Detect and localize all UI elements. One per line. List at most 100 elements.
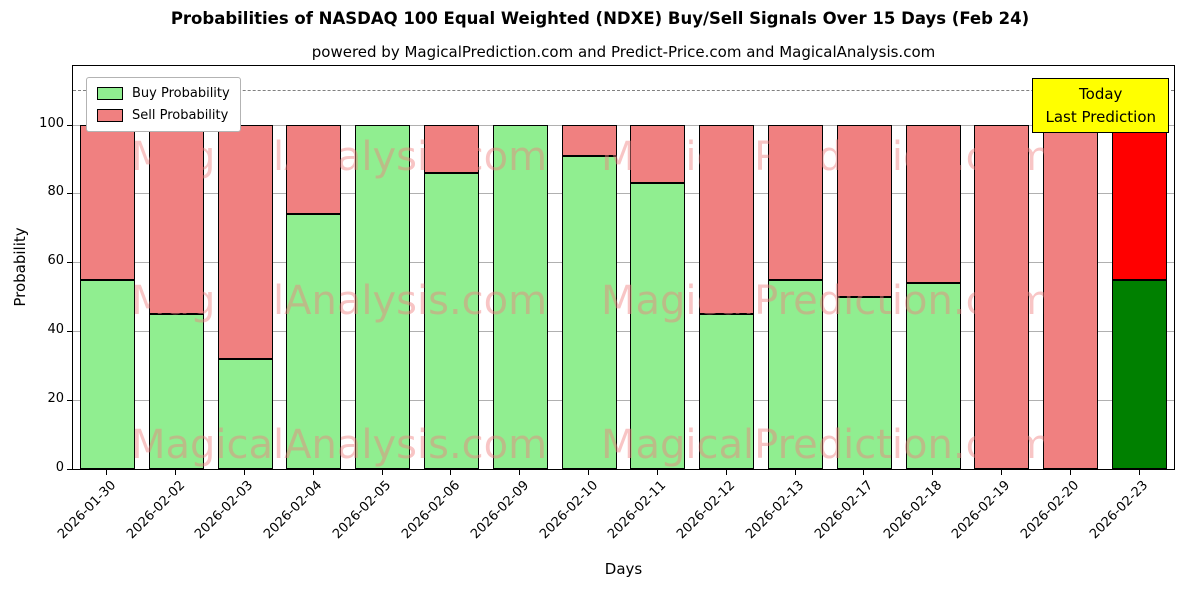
bar-group bbox=[73, 66, 142, 469]
y-tick-mark bbox=[67, 262, 72, 264]
legend-label: Buy Probability bbox=[132, 86, 230, 101]
sell-segment bbox=[1112, 124, 1168, 280]
buy-segment bbox=[79, 279, 135, 469]
stacked-bar bbox=[630, 66, 686, 469]
bar-group bbox=[142, 66, 211, 469]
sell-segment bbox=[630, 124, 686, 184]
buy-segment bbox=[905, 283, 961, 469]
buy-segment bbox=[630, 183, 686, 469]
x-tick-label: 2026-02-05 bbox=[330, 478, 395, 543]
sell-segment bbox=[768, 124, 824, 280]
gridline bbox=[73, 124, 1174, 126]
bar-group bbox=[348, 66, 417, 469]
bar-group bbox=[830, 66, 899, 469]
buy-segment bbox=[492, 124, 548, 469]
x-tick-mark bbox=[519, 470, 521, 475]
x-tick-label: 2026-01-30 bbox=[54, 478, 120, 543]
x-tick-label: 2026-02-18 bbox=[880, 478, 945, 543]
y-tick-label: 100 bbox=[39, 115, 64, 131]
buy-segment bbox=[768, 279, 824, 469]
bar-group bbox=[899, 66, 968, 469]
x-tick-mark bbox=[381, 470, 383, 475]
y-tick-label: 20 bbox=[47, 391, 64, 407]
bar-group bbox=[211, 66, 280, 469]
x-tick-label: 2026-02-17 bbox=[811, 478, 876, 543]
threshold-dashed-line bbox=[73, 90, 1174, 92]
stacked-bar bbox=[79, 66, 135, 469]
chart-title: Probabilities of NASDAQ 100 Equal Weight… bbox=[170, 9, 1030, 28]
gridline bbox=[73, 193, 1174, 195]
bar-group bbox=[279, 66, 348, 469]
sell-segment bbox=[79, 124, 135, 280]
y-tick-label: 60 bbox=[47, 253, 64, 269]
x-tick-label: 2026-02-19 bbox=[949, 478, 1014, 543]
x-tick-mark bbox=[1138, 470, 1140, 475]
stacked-bar bbox=[699, 66, 755, 469]
buy-segment bbox=[1112, 279, 1168, 469]
stacked-bar bbox=[836, 66, 892, 469]
sell-segment bbox=[836, 124, 892, 297]
gridlines bbox=[73, 66, 1174, 469]
y-tick-mark bbox=[67, 124, 72, 126]
y-tick-label: 40 bbox=[47, 322, 64, 338]
bar-group bbox=[1105, 66, 1174, 469]
chart-subtitle: powered by MagicalPrediction.com and Pre… bbox=[311, 43, 936, 61]
x-tick-mark bbox=[656, 470, 658, 475]
legend-patch bbox=[97, 87, 123, 100]
legend-label: Sell Probability bbox=[132, 108, 229, 123]
buy-segment bbox=[148, 314, 204, 469]
x-tick-label: 2026-02-13 bbox=[743, 478, 808, 543]
buy-segment bbox=[286, 214, 342, 469]
bar-group bbox=[692, 66, 761, 469]
x-tick-label: 2026-02-03 bbox=[192, 478, 257, 543]
bar-group bbox=[486, 66, 555, 469]
sell-segment bbox=[423, 124, 479, 173]
gridline bbox=[73, 331, 1174, 333]
x-tick-label: 2026-02-12 bbox=[674, 478, 739, 543]
x-tick-mark bbox=[588, 470, 590, 475]
x-tick-label: 2026-02-04 bbox=[261, 478, 326, 543]
annotation-line1: Today bbox=[1079, 85, 1123, 103]
stacked-bar bbox=[905, 66, 961, 469]
x-tick-mark bbox=[450, 470, 452, 475]
stacked-bar bbox=[561, 66, 617, 469]
annotation-line2: Last Prediction bbox=[1045, 107, 1156, 126]
sell-segment bbox=[1043, 124, 1099, 469]
y-tick-mark bbox=[67, 469, 72, 470]
stacked-bar bbox=[492, 66, 548, 469]
buy-segment bbox=[423, 172, 479, 469]
today-annotation: Today Last Prediction bbox=[1032, 78, 1169, 133]
x-tick-mark bbox=[1069, 470, 1071, 475]
x-tick-label: 2026-02-10 bbox=[536, 478, 601, 543]
stacked-bar bbox=[974, 66, 1030, 469]
gridline bbox=[73, 262, 1174, 264]
x-tick-mark bbox=[794, 470, 796, 475]
x-tick-mark bbox=[725, 470, 727, 475]
buy-segment bbox=[355, 124, 411, 469]
x-tick-mark bbox=[932, 470, 934, 475]
sell-segment bbox=[905, 124, 961, 283]
x-tick-label: 2026-02-02 bbox=[123, 478, 188, 543]
x-tick-mark bbox=[312, 470, 314, 475]
x-tick-mark bbox=[1000, 470, 1002, 475]
stacked-bar bbox=[355, 66, 411, 469]
stacked-bar bbox=[1112, 66, 1168, 469]
stacked-bar bbox=[217, 66, 273, 469]
bars bbox=[73, 66, 1174, 469]
y-tick-label: 0 bbox=[55, 460, 64, 475]
x-tick-label: 2026-02-23 bbox=[1087, 478, 1152, 543]
buy-segment bbox=[217, 358, 273, 469]
stacked-bar bbox=[423, 66, 479, 469]
legend-item: Sell Probability bbox=[97, 108, 230, 123]
plot-area: MagicalAnalysis.com MagicalPrediction.com… bbox=[72, 65, 1175, 470]
buy-segment bbox=[561, 155, 617, 469]
bar-group bbox=[968, 66, 1037, 469]
legend-patch bbox=[97, 109, 123, 122]
stacked-bar bbox=[148, 66, 204, 469]
x-tick-label: 2026-02-11 bbox=[605, 478, 670, 543]
x-tick-label: 2026-02-20 bbox=[1018, 478, 1083, 543]
bar-group bbox=[1036, 66, 1105, 469]
y-tick-mark bbox=[67, 400, 72, 402]
sell-segment bbox=[561, 124, 617, 156]
